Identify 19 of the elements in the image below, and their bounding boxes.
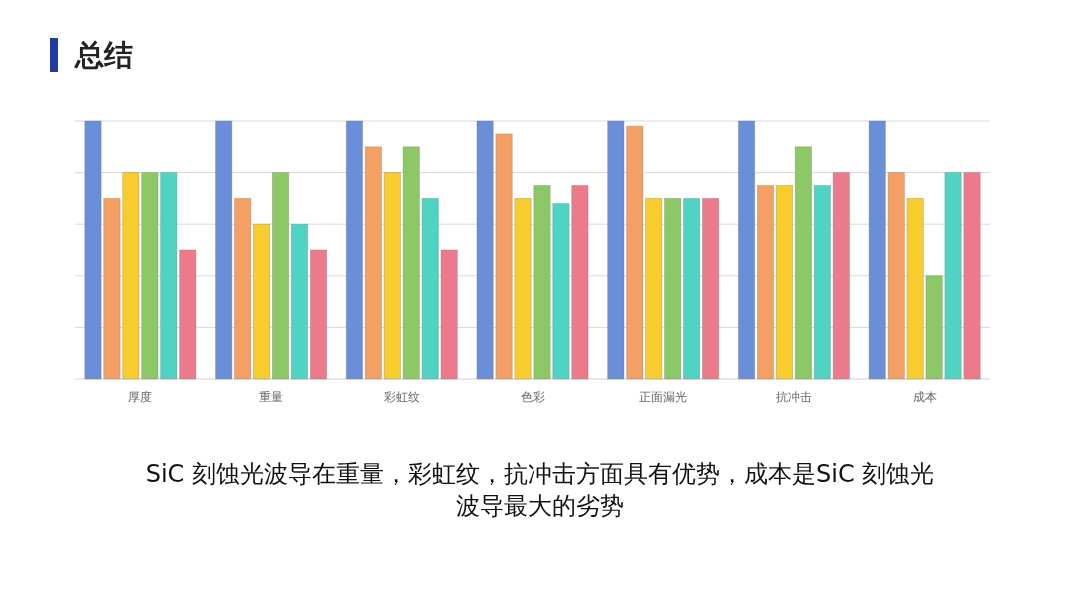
x-tick-label: 成本	[912, 390, 937, 404]
x-tick-label: 彩虹纹	[383, 390, 420, 404]
bar	[794, 146, 812, 380]
x-tick-label: 重量	[259, 390, 284, 404]
x-tick-label: 正面漏光	[639, 390, 688, 404]
bar	[290, 223, 309, 380]
bar	[756, 185, 775, 380]
x-tick-label: 色彩	[520, 390, 545, 404]
bar	[345, 120, 363, 380]
bar	[253, 223, 271, 380]
bar	[309, 249, 328, 380]
bar	[737, 120, 756, 380]
bar	[702, 198, 720, 380]
title: 总结	[75, 37, 133, 74]
bar	[271, 172, 290, 380]
x-tick-label: 抗冲击	[775, 390, 812, 404]
x-tick-label: 厚度	[128, 390, 153, 404]
text: SiC 刻蚀光波导在重量，彩虹纹，抗冲击方面具有优势，成本是SiC 刻蚀光波导最大的劣势	[144, 459, 936, 522]
bar	[775, 185, 794, 380]
